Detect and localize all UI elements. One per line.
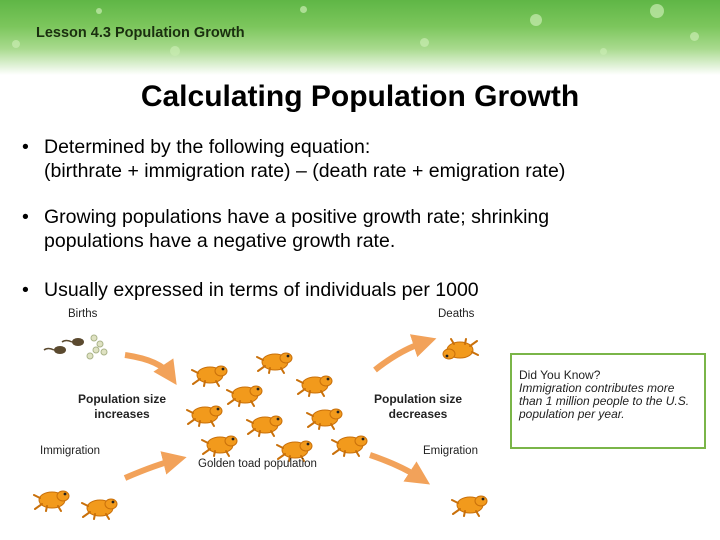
bullet-marker: •	[22, 279, 29, 301]
callout-heading: Did You Know?	[519, 368, 601, 382]
label-increases: Population size increases	[77, 392, 166, 421]
slide-title: Calculating Population Growth	[140, 80, 580, 113]
bullet-marker: •	[22, 136, 29, 158]
label-immigration: Immigration	[40, 445, 101, 457]
emigration-toad	[451, 495, 488, 517]
bullet-growth-rate: • Growing populations have a positive gr…	[22, 205, 712, 255]
did-you-know-callout: Did You Know? Immigration contributes mo…	[510, 353, 706, 449]
golden-toad-cluster	[186, 352, 368, 462]
bullet-text: (birthrate + immigration rate) – (death …	[44, 160, 566, 182]
label-births: Births	[68, 308, 98, 320]
label-decreases: Population size decreases	[373, 392, 462, 421]
label-deaths: Deaths	[438, 308, 475, 320]
callout-body: Immigration contributes more than 1 mill…	[519, 381, 690, 421]
immigration-toads	[33, 490, 118, 520]
population-figure: Births Deaths Population size increases …	[30, 300, 500, 540]
figure-illustration	[33, 334, 488, 520]
tadpoles-illustration	[43, 334, 108, 360]
header-banner	[0, 0, 720, 75]
bullet-equation: • Determined by the following equation: …	[22, 135, 712, 185]
bullet-text: Determined by the following equation:	[44, 136, 371, 158]
dead-toad	[442, 338, 479, 360]
bullet-marker: •	[22, 206, 29, 228]
label-golden-toad-population: Golden toad population	[198, 458, 317, 470]
bullet-text: populations have a negative growth rate.	[44, 230, 396, 252]
bullet-units: • Usually expressed in terms of individu…	[22, 278, 712, 304]
lesson-label: Lesson 4.3 Population Growth	[36, 25, 245, 41]
label-emigration: Emigration	[423, 445, 478, 457]
bullet-text: Usually expressed in terms of individual…	[44, 279, 479, 301]
bullet-text: Growing populations have a positive grow…	[44, 206, 550, 228]
